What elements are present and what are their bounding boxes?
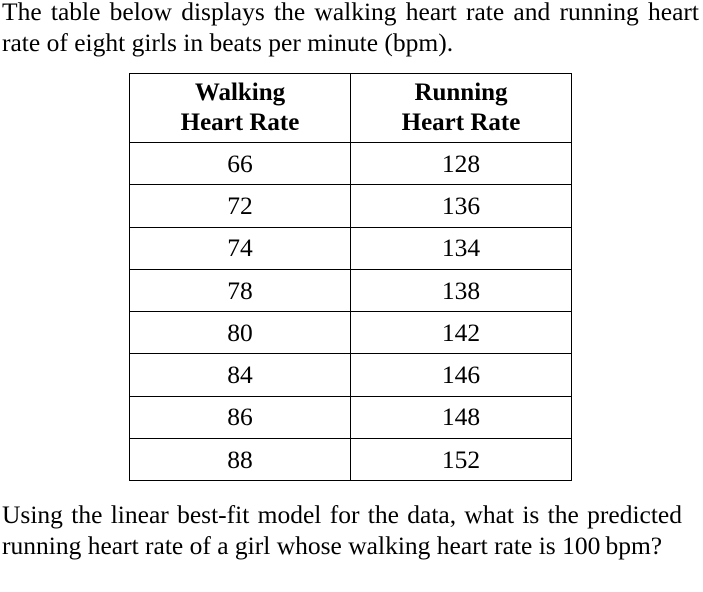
running-heart-rate-cell: 134 [350,226,572,270]
walking-heart-rate-cell: 86 [129,395,351,440]
walking-heart-rate-cell: 74 [129,226,351,270]
table-header-row: Walking Heart Rate Running Heart Rate [129,73,572,143]
table-row: 74 134 [129,226,572,270]
running-heart-rate-cell: 148 [350,395,572,440]
table-row: 86 148 [129,395,572,440]
running-heart-rate-cell: 142 [350,311,572,355]
walking-heart-rate-cell: 66 [129,141,351,186]
table-row: 88 152 [129,438,572,482]
question-intro: The table below displays the walking hea… [2,0,699,57]
walking-heart-rate-header: Walking Heart Rate [129,73,351,143]
header-line: Running [414,79,508,106]
walking-heart-rate-cell: 88 [129,438,351,482]
table-row: 78 138 [129,268,572,313]
running-heart-rate-cell: 138 [350,268,572,313]
running-heart-rate-cell: 136 [350,184,572,228]
walking-heart-rate-cell: 80 [129,311,351,355]
header-line: Heart Rate [401,109,521,136]
header-line: Walking [194,79,286,106]
running-heart-rate-cell: 152 [350,438,572,482]
table-row: 72 136 [129,184,572,228]
question-prompt: Using the linear best-fit model for the … [2,500,682,560]
table-row: 84 146 [129,353,572,397]
running-heart-rate-header: Running Heart Rate [350,73,572,143]
heart-rate-table: Walking Heart Rate Running Heart Rate 66… [129,73,572,482]
walking-heart-rate-cell: 72 [129,184,351,228]
table-body: 66 128 72 136 74 134 78 138 80 142 84 146 86 148 88 152 [129,141,572,482]
table-row: 66 128 [129,141,572,186]
running-heart-rate-cell: 146 [350,353,572,397]
table-row: 80 142 [129,311,572,355]
walking-heart-rate-cell: 84 [129,353,351,397]
walking-heart-rate-cell: 78 [129,268,351,313]
header-line: Heart Rate [180,109,300,136]
running-heart-rate-cell: 128 [350,141,572,186]
